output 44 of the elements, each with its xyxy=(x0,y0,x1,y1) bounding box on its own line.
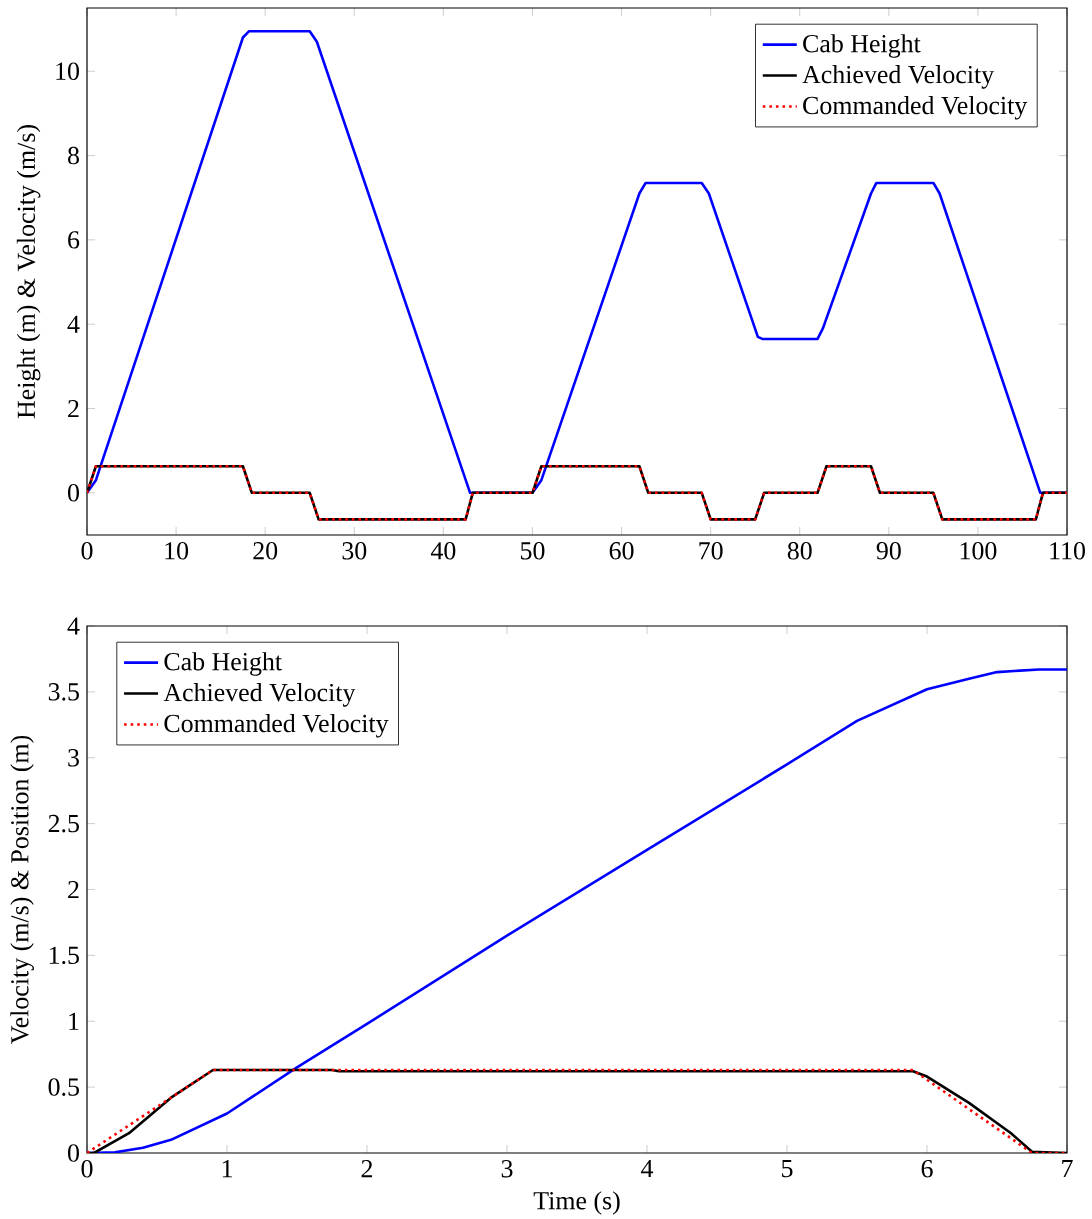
y-tick-label: 2 xyxy=(68,880,79,899)
x-tick-label: 100 xyxy=(960,542,997,560)
y-tick-label: 0 xyxy=(68,1144,79,1162)
y-tick-label: 0 xyxy=(68,484,79,502)
y-tick-label: 3 xyxy=(68,749,79,767)
x-tick-label: 80 xyxy=(787,542,812,560)
y-tick-label: 2.5 xyxy=(48,814,79,833)
y-tick-label: 10 xyxy=(56,62,79,80)
x-tick-label: 110 xyxy=(1050,542,1085,560)
x-tick-label: 1 xyxy=(222,1160,232,1178)
x-tick-label: 30 xyxy=(342,542,367,560)
x-tick-label: 90 xyxy=(876,542,901,560)
y-tick-label: 3.5 xyxy=(48,683,79,701)
x-tick-label: 0 xyxy=(81,542,93,560)
y-tick-label: 4 xyxy=(67,315,80,333)
legend-label: Achieved Velocity xyxy=(163,683,356,707)
x-tick-label: 40 xyxy=(430,542,456,560)
x-tick-label: 10 xyxy=(165,542,189,560)
legend-label: Achieved Velocity xyxy=(802,65,995,89)
x-tick-label: 2 xyxy=(361,1160,373,1178)
y-tick-label: 6 xyxy=(68,231,80,249)
x-axis-title: Time (s) xyxy=(533,1191,620,1215)
x-tick-label: 20 xyxy=(253,542,278,560)
y-tick-label: 4 xyxy=(67,617,80,635)
y-tick-label: 0.5 xyxy=(48,1078,79,1096)
legend-label: Commanded Velocity xyxy=(164,714,389,738)
x-tick-label: 5 xyxy=(782,1160,793,1178)
legend-label: Cab Height xyxy=(164,652,282,676)
y-tick-label: 1.5 xyxy=(49,946,79,965)
x-tick-label: 7 xyxy=(1062,1160,1073,1177)
x-tick-label: 6 xyxy=(921,1160,933,1178)
y-tick-label: 2 xyxy=(68,399,79,418)
y-tick-label: 8 xyxy=(68,146,79,165)
x-tick-label: 50 xyxy=(521,542,545,560)
legend-label: Cab Height xyxy=(803,34,921,58)
x-tick-label: 4 xyxy=(641,1160,654,1178)
y-axis-title: Height (m) & Velocity (m/s) xyxy=(16,125,41,419)
y-tick-label: 1 xyxy=(69,1012,79,1030)
y-axis-title: Velocity (m/s) & Position (m) xyxy=(10,735,34,1044)
x-tick-label: 70 xyxy=(699,542,723,560)
x-tick-label: 60 xyxy=(609,542,634,560)
legend-label: Commanded Velocity xyxy=(803,96,1028,120)
x-tick-label: 3 xyxy=(501,1160,513,1178)
x-tick-label: 0 xyxy=(81,1160,93,1178)
